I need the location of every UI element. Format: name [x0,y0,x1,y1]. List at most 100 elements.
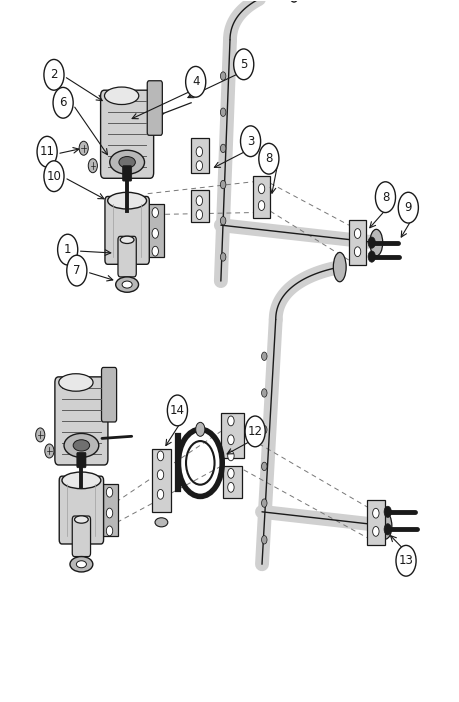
Circle shape [167,395,187,426]
Ellipse shape [120,236,134,244]
Circle shape [44,60,64,90]
Circle shape [240,126,260,157]
Circle shape [57,234,78,265]
Circle shape [395,545,415,576]
Ellipse shape [287,0,300,2]
Text: 2: 2 [50,68,57,81]
Circle shape [375,182,395,213]
Ellipse shape [73,439,90,451]
Circle shape [372,526,378,536]
Bar [152,449,170,512]
Ellipse shape [369,230,382,256]
Circle shape [152,208,158,218]
FancyBboxPatch shape [105,197,149,264]
FancyBboxPatch shape [118,237,136,277]
Circle shape [157,470,163,479]
Circle shape [261,462,267,470]
Circle shape [106,508,112,518]
Circle shape [88,159,97,173]
Ellipse shape [104,87,139,105]
Circle shape [157,489,163,499]
Circle shape [196,210,202,220]
Circle shape [353,229,360,239]
Ellipse shape [62,472,101,489]
Bar [191,190,209,222]
Bar [348,220,365,265]
Circle shape [44,161,64,192]
Circle shape [220,217,225,225]
Circle shape [367,237,375,249]
Circle shape [45,444,54,458]
Ellipse shape [333,253,345,282]
Text: 7: 7 [73,264,80,277]
Circle shape [261,389,267,397]
Ellipse shape [64,433,99,457]
FancyBboxPatch shape [147,81,162,135]
Bar [191,138,209,173]
Circle shape [261,352,267,360]
FancyBboxPatch shape [55,377,108,465]
Circle shape [106,487,112,497]
Text: 8: 8 [381,191,388,204]
Circle shape [157,451,163,461]
FancyBboxPatch shape [101,367,116,422]
Bar [220,413,243,458]
Circle shape [195,423,204,437]
Circle shape [353,247,360,257]
Ellipse shape [116,277,138,292]
Text: 1: 1 [64,243,71,256]
Circle shape [220,144,225,152]
Circle shape [372,508,378,518]
Text: 5: 5 [240,58,247,71]
Circle shape [227,416,234,426]
Text: 8: 8 [264,152,272,165]
Circle shape [220,72,225,80]
FancyBboxPatch shape [122,166,131,181]
Text: 13: 13 [398,555,413,567]
Ellipse shape [59,373,93,391]
Circle shape [261,425,267,434]
Text: 10: 10 [46,170,61,183]
Circle shape [53,87,73,118]
Ellipse shape [74,516,88,523]
Bar [252,176,269,218]
Circle shape [196,196,202,206]
Ellipse shape [155,518,168,527]
Circle shape [67,256,87,286]
Circle shape [367,251,375,263]
FancyBboxPatch shape [59,476,103,544]
Bar [146,204,163,257]
Circle shape [220,180,225,189]
Ellipse shape [70,557,93,572]
Bar [222,466,241,498]
Text: 3: 3 [246,135,254,147]
Ellipse shape [118,157,135,168]
Circle shape [220,253,225,261]
Text: 12: 12 [247,425,262,438]
Circle shape [220,108,225,117]
Circle shape [227,435,234,444]
Circle shape [258,184,264,194]
Text: 4: 4 [191,75,199,88]
FancyBboxPatch shape [101,90,153,178]
Circle shape [383,524,391,535]
Ellipse shape [107,192,146,209]
Circle shape [79,141,88,155]
Circle shape [397,192,418,223]
Circle shape [233,49,253,80]
Text: 6: 6 [59,96,67,110]
Bar [366,500,384,545]
Circle shape [383,506,391,517]
Text: 9: 9 [403,201,411,214]
Circle shape [196,161,202,171]
Circle shape [227,468,234,478]
Circle shape [261,536,267,544]
Circle shape [245,416,265,446]
Circle shape [37,136,57,167]
Circle shape [152,246,158,256]
Circle shape [185,67,205,97]
Circle shape [36,428,45,442]
Ellipse shape [122,281,132,288]
Circle shape [196,147,202,157]
FancyBboxPatch shape [72,516,90,557]
